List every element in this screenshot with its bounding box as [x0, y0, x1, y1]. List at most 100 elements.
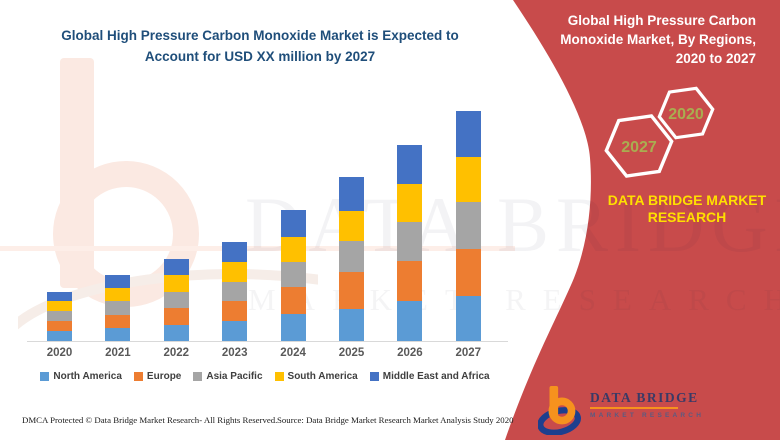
bar-segment-2020	[47, 321, 72, 331]
bar-2020	[47, 292, 72, 341]
bar-segment-2024	[280, 314, 306, 341]
watermark-band	[0, 246, 515, 251]
dbmr-logo-name: DATA BRIDGE	[590, 390, 699, 405]
bar-segment-2027	[455, 249, 481, 296]
dbmr-logo-text: DATA BRIDGE MARKET RESEARCH	[590, 391, 704, 419]
right-panel-title-line1: Global High Pressure Carbon	[567, 13, 756, 28]
bar-segment-2022	[163, 259, 189, 275]
bar-chart-plot-area: 2020 2021 2022 2023 2024 2025 2026 2027	[46, 111, 482, 359]
x-axis-label-2022: 2022	[163, 347, 190, 359]
x-axis-line	[27, 341, 508, 342]
dbmr-logo-underline	[590, 407, 678, 409]
chart-title-line2: Account for USD XX million by 2027	[144, 49, 376, 64]
bar-segment-2023	[222, 321, 248, 341]
x-axis-label-2024: 2024	[280, 347, 306, 359]
x-axis-label-2027: 2027	[455, 347, 482, 359]
bar-segment-2025	[339, 177, 364, 211]
bar-segment-2023	[222, 262, 248, 282]
bar-2023	[222, 242, 248, 341]
bar-segment-2021	[105, 315, 131, 328]
legend-item: Middle East and Africa	[369, 371, 490, 382]
brand-text: DATA BRIDGE MARKET RESEARCH	[592, 192, 780, 226]
bar-segment-2027	[455, 111, 481, 157]
bar-segment-2025	[339, 241, 364, 272]
x-axis-label-2020: 2020	[46, 347, 73, 359]
dbmr-logo-tagline: MARKET RESEARCH	[590, 411, 705, 419]
x-axis-label-2021: 2021	[105, 347, 131, 359]
bar-segment-2022	[163, 325, 189, 341]
bar-segment-2021	[105, 275, 131, 288]
bar-segment-2027	[455, 296, 481, 341]
bar-segment-2027	[455, 157, 481, 202]
x-axis-label-2025: 2025	[338, 347, 365, 359]
bar-segment-2020	[47, 311, 72, 321]
bar-segment-2024	[280, 287, 306, 314]
dbmr-logo: DATA BRIDGE MARKET RESEARCH	[538, 385, 704, 435]
bar-segment-2020	[47, 301, 72, 311]
bar-segment-2026	[397, 301, 423, 341]
bar-segment-2023	[222, 242, 248, 262]
bar-2021	[105, 275, 131, 341]
dmca-notice: DMCA Protected © Data Bridge Market Rese…	[22, 415, 278, 425]
bar-2026	[397, 145, 423, 341]
monogram-orange-bowl	[548, 397, 576, 425]
bar-segment-2024	[280, 237, 306, 262]
hexagon-2027-label: 2027	[621, 139, 657, 156]
x-axis-label-2026: 2026	[397, 347, 423, 359]
bar-segment-2026	[397, 145, 423, 184]
legend-item: South America	[274, 371, 358, 382]
bar-segment-2022	[163, 308, 189, 325]
chart-title: Global High Pressure Carbon Monoxide Mar…	[30, 25, 490, 67]
x-axis-label-2023: 2023	[221, 347, 248, 359]
bar-segment-2022	[163, 292, 189, 308]
bar-segment-2025	[339, 272, 364, 309]
bar-segment-2022	[163, 275, 189, 292]
legend-item: North America	[40, 371, 122, 382]
legend-item: Europe	[133, 371, 182, 382]
legend-swatch-icon	[274, 372, 284, 381]
legend-label: Middle East and Africa	[382, 371, 490, 382]
year-hexagons: 2027 2020	[604, 86, 715, 178]
bar-segment-2025	[339, 211, 364, 241]
hexagon-2027	[604, 114, 674, 178]
chart-title-line1: Global High Pressure Carbon Monoxide Mar…	[61, 28, 459, 43]
legend-swatch-icon	[369, 372, 379, 381]
bar-segment-2021	[105, 301, 131, 315]
watermark-text-2: MARKET RESEARCH	[248, 282, 780, 317]
bar-segment-2027	[455, 202, 481, 249]
legend-item: Asia Pacific	[193, 371, 263, 382]
bar-segment-2020	[47, 331, 72, 341]
bar-segment-2024	[280, 262, 306, 287]
legend-swatch-icon	[40, 372, 50, 381]
legend-label: South America	[287, 371, 358, 382]
dbmr-monogram-icon	[538, 386, 581, 435]
right-panel-title: Global High Pressure Carbon Monoxide Mar…	[506, 11, 756, 68]
hexagon-2020-label: 2020	[668, 106, 704, 123]
bar-segment-2025	[339, 309, 364, 341]
bar-segment-2026	[397, 184, 423, 222]
bar-segment-2023	[222, 282, 248, 301]
legend-label: Asia Pacific	[206, 371, 263, 382]
brand-text-line1: DATA BRIDGE MARKET	[607, 192, 767, 208]
bar-segment-2021	[105, 328, 131, 341]
bar-2022	[163, 259, 189, 341]
bar-segment-2020	[47, 292, 72, 301]
source-note: Source: Data Bridge Market Research Mark…	[277, 415, 514, 425]
chart-legend: North America Europe Asia Pacific South Ame…	[22, 371, 508, 382]
hexagon-2020	[657, 86, 715, 140]
bar-segment-2026	[397, 261, 423, 301]
bar-2025	[339, 177, 364, 341]
bar-segment-2023	[222, 301, 248, 321]
brand-text-line2: RESEARCH	[647, 209, 727, 225]
bar-segment-2021	[105, 288, 131, 301]
bar-2027	[455, 111, 481, 341]
watermark-text-1: DATA BRIDGE	[245, 181, 780, 268]
right-panel-title-line2: Monoxide Market, By Regions,	[560, 32, 756, 47]
legend-label: Europe	[146, 371, 182, 382]
legend-swatch-icon	[133, 372, 143, 381]
legend-label: North America	[53, 371, 122, 382]
right-panel-title-line3: 2020 to 2027	[675, 51, 756, 66]
bar-2024	[280, 210, 306, 341]
bar-segment-2024	[280, 210, 306, 237]
